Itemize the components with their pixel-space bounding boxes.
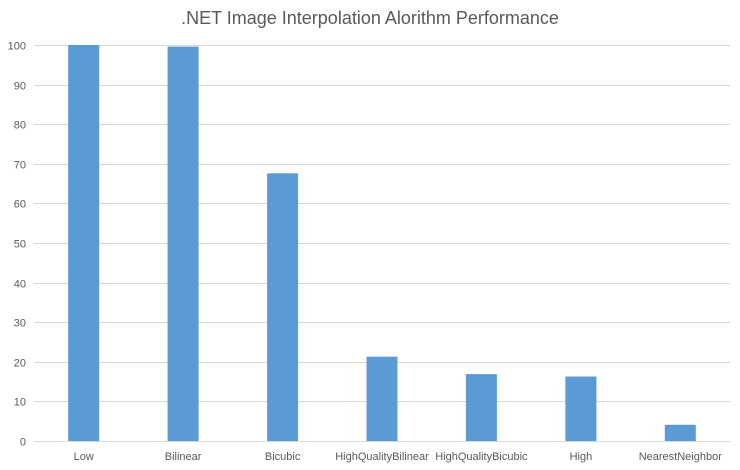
y-tick-label: 70 <box>14 160 26 172</box>
chart-title: .NET Image Interpolation Alorithm Perfor… <box>181 8 559 28</box>
x-tick-label: NearestNeighbor <box>639 451 722 463</box>
y-tick-label: 60 <box>14 199 26 211</box>
y-tick-label: 100 <box>8 41 26 53</box>
x-tick-label: HighQualityBicubic <box>435 451 528 463</box>
y-tick-label: 50 <box>14 239 26 251</box>
y-tick-label: 20 <box>14 358 26 370</box>
bar-highqualitybilinear <box>366 356 398 441</box>
y-tick-label: 0 <box>20 437 26 449</box>
y-tick-label: 30 <box>14 318 26 330</box>
bar-high <box>565 376 597 441</box>
x-tick-label: Bilinear <box>165 451 202 463</box>
x-tick-label: Low <box>74 451 94 463</box>
x-tick-label: Bicubic <box>265 451 301 463</box>
bar-bicubic <box>267 173 299 442</box>
x-axis-ticks: Low Bilinear Bicubic HighQualityBilinear Hig… <box>74 451 723 463</box>
bars <box>68 45 696 442</box>
bar-bilinear <box>167 46 199 441</box>
gridlines <box>34 45 730 442</box>
y-axis-ticks: 0 10 20 30 40 50 60 70 80 90 100 <box>8 41 26 449</box>
y-tick-label: 90 <box>14 81 26 93</box>
y-tick-label: 10 <box>14 397 26 409</box>
x-tick-label: HighQualityBilinear <box>335 451 429 463</box>
bar-nearestneighbor <box>664 424 696 441</box>
y-tick-label: 80 <box>14 120 26 132</box>
y-tick-label: 40 <box>14 279 26 291</box>
bar-low <box>68 45 100 441</box>
bar-highqualitybicubic <box>465 374 497 441</box>
x-tick-label: High <box>570 451 593 463</box>
